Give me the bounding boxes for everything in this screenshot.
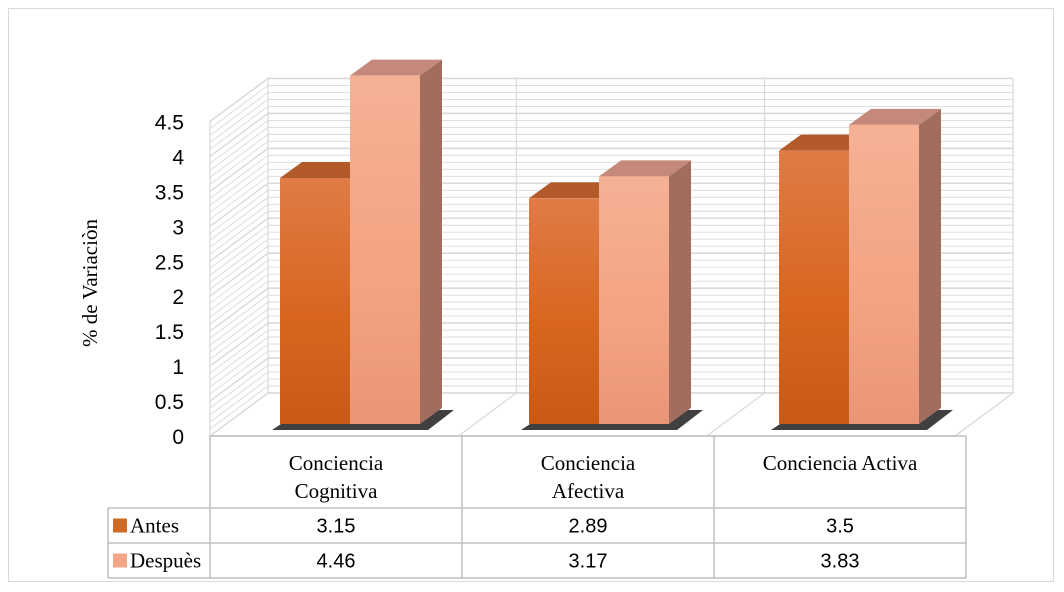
side-wall-gridline — [209, 336, 269, 381]
floor-divider — [706, 392, 766, 437]
side-wall-gridline — [209, 147, 269, 192]
side-wall-gridline — [209, 266, 269, 311]
side-wall-gridline — [209, 287, 269, 332]
legend-swatch-despuès — [113, 553, 127, 568]
bar-despuès — [599, 176, 669, 424]
bar-top-despuès — [350, 59, 442, 76]
bars — [272, 59, 953, 430]
y-tick-label: 3 — [172, 216, 184, 239]
side-wall-gridline — [209, 196, 269, 241]
side-wall-gridline — [209, 112, 269, 157]
side-wall-gridline — [209, 259, 269, 304]
bar-side-despuès — [420, 59, 442, 424]
data-label: 4.46 — [317, 551, 356, 573]
bar-despuès — [849, 124, 919, 424]
bar-top-antes — [779, 134, 871, 151]
side-wall-gridline — [209, 364, 269, 409]
data-label: 3.5 — [826, 516, 854, 538]
side-wall-gridline — [209, 308, 269, 353]
side-wall-gridline — [209, 210, 269, 255]
bar-top-despuès — [849, 108, 941, 125]
bar-side-despuès — [919, 108, 941, 424]
data-table: Conciencia Cognitiva Conciencia Afectiva Con… — [107, 435, 967, 579]
y-tick-label: 4.5 — [155, 111, 184, 134]
side-wall-gridline — [209, 280, 269, 325]
side-wall-gridline — [209, 371, 269, 416]
legend-swatch-antes — [113, 518, 127, 533]
side-wall-gridline — [209, 134, 269, 178]
side-wall-gridline — [209, 217, 269, 262]
side-wall-gridline — [209, 99, 269, 143]
bar-despuès — [350, 75, 420, 424]
bar-top-antes — [280, 161, 372, 178]
side-wall-gridline — [209, 154, 269, 199]
data-label: 3.15 — [317, 516, 356, 538]
category-label: Afectiva — [552, 479, 625, 503]
y-tick-label: 0.5 — [155, 391, 184, 414]
legend-label-antes: Antes — [130, 514, 179, 538]
bar-antes — [779, 150, 849, 424]
side-wall-gridline — [209, 350, 269, 395]
side-wall-gridline — [209, 357, 269, 402]
legend-label-despuès: Despuès — [130, 549, 201, 573]
side-wall-gridline — [209, 224, 269, 269]
side-wall-gridline — [209, 238, 269, 283]
side-wall-gridline — [209, 189, 269, 234]
category-label: Conciencia — [541, 451, 636, 475]
side-wall-gridline — [209, 385, 269, 430]
category-label: Cognitiva — [295, 479, 379, 503]
side-wall-gridline — [209, 329, 269, 374]
y-tick-label: 1.5 — [155, 321, 184, 344]
side-wall-gridline — [209, 322, 269, 367]
side-wall-gridline — [209, 301, 269, 346]
category-label: Conciencia Activa — [763, 451, 918, 475]
data-label: 3.17 — [569, 551, 608, 573]
side-wall-gridline — [209, 273, 269, 318]
y-tick-label: 4 — [172, 146, 184, 169]
side-wall-gridline — [209, 106, 269, 150]
bar-antes — [529, 198, 599, 424]
bar-top-despuès — [599, 160, 691, 177]
floor-divider — [457, 392, 517, 437]
y-axis-label: % de Variaciòn — [78, 219, 102, 347]
side-wall-gridline — [209, 120, 269, 164]
side-wall-gridline — [209, 182, 269, 227]
side-wall-gridline — [209, 252, 269, 297]
side-wall-gridline — [209, 85, 269, 129]
y-tick-label: 1 — [172, 356, 184, 379]
side-wall-gridline — [209, 92, 269, 136]
data-label: 3.83 — [821, 551, 860, 573]
side-wall-gridline — [209, 203, 269, 248]
y-tick-label: 2 — [172, 286, 184, 309]
side-wall-gridline — [209, 378, 269, 423]
side-wall-top-edge — [209, 77, 269, 122]
side-wall-gridline — [209, 315, 269, 360]
side-wall-gridline — [209, 294, 269, 339]
side-wall-gridline — [209, 140, 269, 185]
y-tick-label: 3.5 — [155, 181, 184, 204]
side-wall-gridline — [209, 127, 269, 171]
side-wall-gridline — [209, 343, 269, 388]
y-tick-label: 0 — [172, 426, 184, 449]
side-wall-gridline — [209, 168, 269, 213]
side-wall-gridline — [209, 175, 269, 220]
y-axis: 0 0.5 1 1.5 2 2.5 3 3.5 4 4.5 — [155, 111, 185, 449]
side-wall-gridline — [209, 161, 269, 206]
side-wall-gridline — [209, 245, 269, 290]
bar-antes — [280, 177, 350, 424]
side-wall-gridline — [209, 231, 269, 276]
data-label: 2.89 — [569, 516, 608, 538]
bar-side-despuès — [669, 160, 691, 424]
bar-top-antes — [529, 182, 621, 199]
y-tick-label: 2.5 — [155, 251, 184, 274]
category-label: Conciencia — [289, 451, 384, 475]
